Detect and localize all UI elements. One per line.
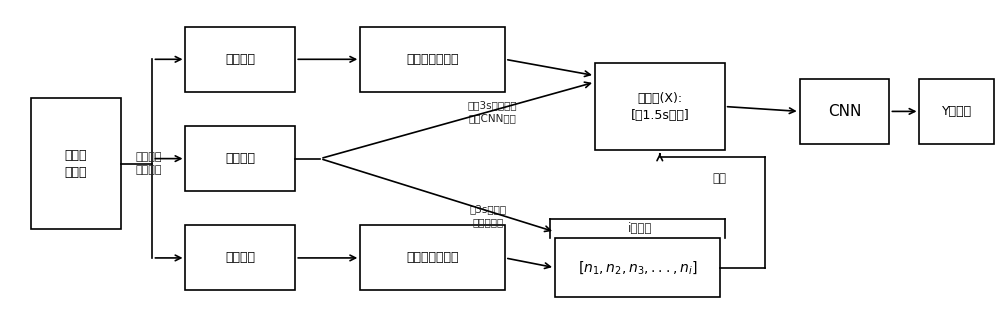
FancyBboxPatch shape <box>800 79 889 144</box>
FancyBboxPatch shape <box>185 27 295 92</box>
FancyBboxPatch shape <box>595 62 725 150</box>
Text: 左转车辆: 左转车辆 <box>225 53 255 66</box>
Text: 使用3s黄灯数据
搞建CNN模型: 使用3s黄灯数据 搞建CNN模型 <box>467 100 517 123</box>
Text: 根据所属
车道分类: 根据所属 车道分类 <box>135 152 162 175</box>
FancyBboxPatch shape <box>31 98 121 229</box>
FancyBboxPatch shape <box>555 238 720 297</box>
Text: CNN: CNN <box>828 104 861 119</box>
Text: 与直行数据同理: 与直行数据同理 <box>406 251 459 265</box>
FancyBboxPatch shape <box>185 126 295 191</box>
Text: 输入层(X):
[前1.5s数据]: 输入层(X): [前1.5s数据] <box>630 92 689 122</box>
FancyBboxPatch shape <box>360 225 505 290</box>
Text: $[n_1,n_2,n_3,...,n_i]$: $[n_1,n_2,n_3,...,n_i]$ <box>578 259 697 276</box>
Text: i个类别: i个类别 <box>628 222 652 235</box>
Text: 对3s黄灯数
据聚类分析: 对3s黄灯数 据聚类分析 <box>469 204 507 227</box>
Text: 右转车辆: 右转车辆 <box>225 251 255 265</box>
Text: Y：类别: Y：类别 <box>942 105 972 118</box>
FancyBboxPatch shape <box>919 79 994 144</box>
Text: 与直行数据同理: 与直行数据同理 <box>406 53 459 66</box>
FancyBboxPatch shape <box>185 225 295 290</box>
Text: 标签: 标签 <box>713 172 727 185</box>
FancyBboxPatch shape <box>360 27 505 92</box>
Text: 车辆轨
迹数据: 车辆轨 迹数据 <box>64 148 87 179</box>
Text: 直行车辆: 直行车辆 <box>225 152 255 165</box>
